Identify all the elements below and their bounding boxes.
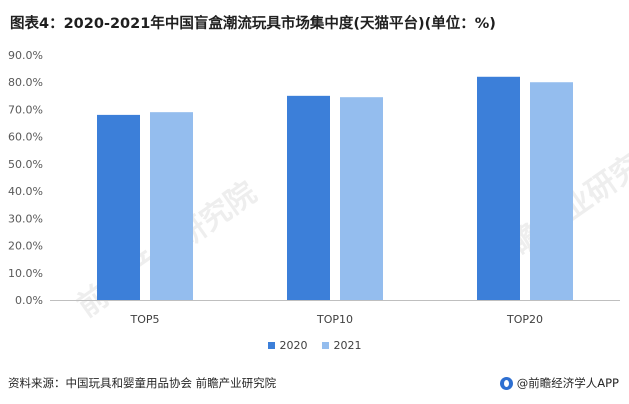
x-category-label: TOP20 <box>506 313 543 326</box>
chart-legend: 2020 2021 <box>0 339 629 352</box>
legend-swatch-2021 <box>321 342 329 349</box>
legend-item-2020: 2020 <box>267 339 308 352</box>
legend-label-2020: 2020 <box>279 339 308 352</box>
bar-top10-2020 <box>287 95 330 300</box>
legend-label-2021: 2021 <box>333 339 362 352</box>
bar-top20-2021 <box>530 82 573 300</box>
legend-swatch-2020 <box>267 342 275 349</box>
bar-top20-2020 <box>477 76 520 301</box>
brand-text: @前瞻经济学人APP <box>516 376 619 390</box>
y-tick-label: 40.0% <box>8 185 43 198</box>
y-tick-label: 70.0% <box>8 103 43 116</box>
chart-title: 图表4：2020-2021年中国盲盒潮流玩具市场集中度(天猫平台)(单位：%) <box>10 16 496 32</box>
bar-top10-2021 <box>340 97 383 300</box>
y-tick-label: 30.0% <box>8 212 43 225</box>
legend-item-2021: 2021 <box>321 339 362 352</box>
y-tick-label: 20.0% <box>8 240 43 253</box>
brand-logo-icon <box>499 376 513 390</box>
y-tick-label: 50.0% <box>8 158 43 171</box>
x-category-label: TOP5 <box>129 313 159 326</box>
y-tick-label: 90.0% <box>8 49 43 62</box>
bar-top5-2021 <box>150 112 193 301</box>
y-tick-label: 0.0% <box>15 294 43 307</box>
source-note: 资料来源：中国玩具和婴童用品协会 前瞻产业研究院 <box>8 376 277 390</box>
brand-credit: @前瞻经济学人APP <box>499 375 619 391</box>
bar-chart: 0.0% 10.0% 20.0% 30.0% 40.0% 50.0% 60.0% 70.0% 8… <box>8 49 620 326</box>
y-tick-label: 60.0% <box>8 131 43 144</box>
y-tick-label: 10.0% <box>8 267 43 280</box>
x-category-label: TOP10 <box>316 313 353 326</box>
y-tick-label: 80.0% <box>8 76 43 89</box>
bar-top5-2020 <box>97 114 140 300</box>
